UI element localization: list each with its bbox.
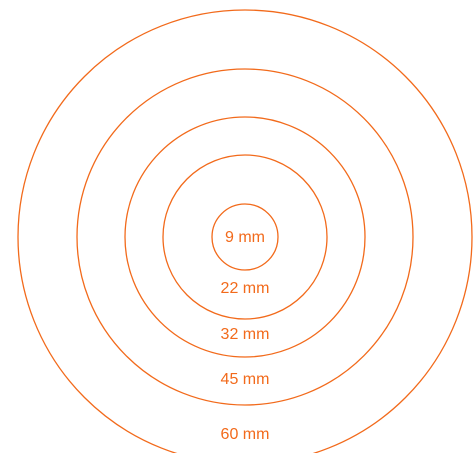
ring-label-32mm: 32 mm — [221, 326, 270, 343]
ring-label-9mm: 9 mm — [225, 229, 265, 246]
ring-label-45mm: 45 mm — [221, 371, 270, 388]
ring-label-60mm: 60 mm — [221, 426, 270, 443]
ring-60mm — [17, 9, 473, 453]
labels-layer: 9 mm 22 mm 32 mm 45 mm 60 mm — [221, 229, 270, 443]
ring-22mm — [162, 154, 328, 320]
rings-layer — [17, 9, 473, 453]
ring-45mm — [76, 68, 414, 406]
ring-label-22mm: 22 mm — [221, 280, 270, 297]
ring-32mm — [124, 116, 366, 358]
ring-9mm — [211, 203, 279, 271]
